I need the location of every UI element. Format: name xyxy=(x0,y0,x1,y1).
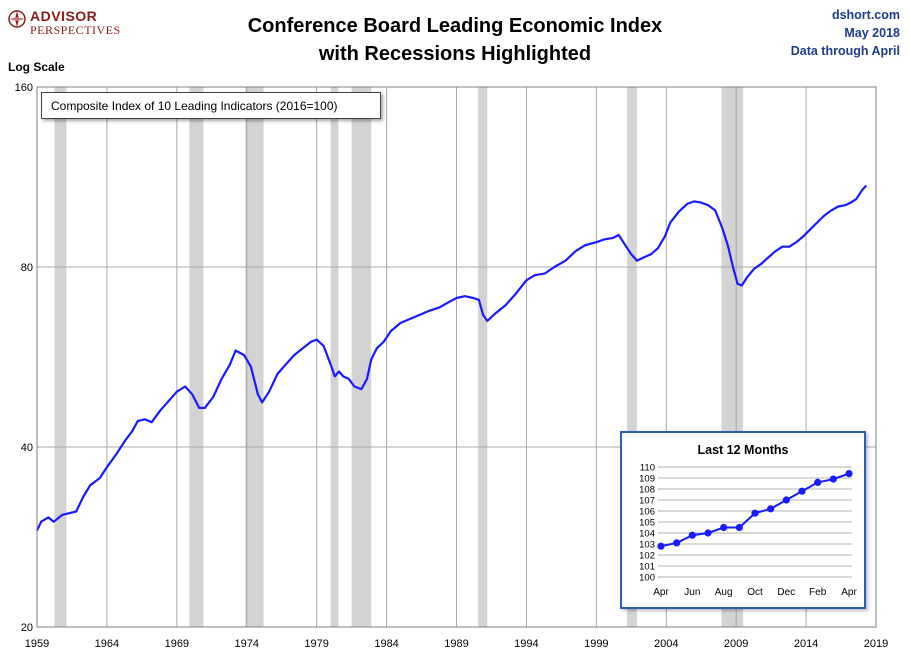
x-tick-label: 1979 xyxy=(304,638,328,650)
inset-data-point xyxy=(673,539,681,547)
inset-y-tick-label: 105 xyxy=(639,518,655,529)
inset-y-tick-label: 101 xyxy=(639,562,655,573)
x-tick-label: 1989 xyxy=(444,638,468,650)
source-info: dshort.com May 2018 Data through April xyxy=(791,6,900,60)
inset-data-point xyxy=(720,523,728,532)
x-tick-label: 1969 xyxy=(165,638,189,650)
chart-title: Conference Board Leading Economic Index … xyxy=(180,12,730,68)
recession-band xyxy=(54,87,67,627)
inset-y-tick-label: 108 xyxy=(639,485,655,496)
x-tick-label: 2019 xyxy=(864,638,888,650)
recession-band xyxy=(478,87,488,627)
inset-y-tick-label: 107 xyxy=(639,496,655,507)
inset-data-point xyxy=(767,505,775,513)
inset-y-tick-label: 103 xyxy=(639,540,655,551)
x-tick-label: 1999 xyxy=(584,638,608,650)
advisor-perspectives-logo: ADVISOR PERSPECTIVES xyxy=(8,8,138,38)
inset-y-tick-label: 102 xyxy=(639,551,655,562)
inset-data-point xyxy=(782,496,790,504)
source-site: dshort.com xyxy=(831,8,900,22)
legend-label: Composite Index of 10 Leading Indicators… xyxy=(51,98,338,113)
compass-icon xyxy=(8,10,26,28)
y-tick-label: 40 xyxy=(21,442,33,454)
inset-data-point xyxy=(688,531,696,539)
recession-band xyxy=(330,87,339,627)
inset-x-tick-label: Feb xyxy=(809,587,827,598)
recession-band xyxy=(627,87,637,627)
plot-border xyxy=(36,86,877,628)
x-tick-label: 2004 xyxy=(654,638,678,650)
x-tick-label: 1994 xyxy=(514,638,538,650)
logo-text-primary: ADVISOR xyxy=(30,8,98,24)
x-tick-label: 1974 xyxy=(235,638,259,650)
y-axis-scale-label: Log Scale xyxy=(8,60,65,74)
lei-series-line xyxy=(36,184,868,531)
inset-y-tick-label: 104 xyxy=(639,529,655,540)
recession-band xyxy=(351,87,372,627)
inset-chart-panel: 100 101 102 103 104 105 106 107 108 109 110 Apr Jun A… xyxy=(620,431,866,609)
inset-y-tick-label: 106 xyxy=(639,507,655,518)
x-tick-label: 2014 xyxy=(794,638,818,650)
inset-chart-title: Last 12 Months xyxy=(697,443,789,457)
inset-x-tick-label: Aug xyxy=(715,587,733,598)
inset-x-tick-label: Jun xyxy=(684,587,700,598)
inset-x-tick-label: Dec xyxy=(777,587,795,598)
inset-data-point xyxy=(657,542,665,550)
inset-x-tick-label: Apr xyxy=(841,587,857,598)
source-date: May 2018 xyxy=(844,26,900,40)
legend: Composite Index of 10 Leading Indicators… xyxy=(41,92,381,119)
recession-band xyxy=(189,87,204,627)
x-tick-label: 1959 xyxy=(25,638,49,650)
source-data-through: Data through April xyxy=(790,44,900,58)
inset-y-tick-label: 100 xyxy=(639,573,655,584)
inset-data-point xyxy=(845,470,853,478)
y-tick-label: 160 xyxy=(15,82,33,94)
chart-title-line-1: Conference Board Leading Economic Index xyxy=(247,15,663,37)
inset-data-point xyxy=(814,478,822,486)
inset-y-tick-label: 109 xyxy=(639,474,655,485)
inset-y-tick-label: 110 xyxy=(640,463,655,474)
x-tick-label: 1964 xyxy=(95,638,119,650)
inset-data-point xyxy=(704,529,712,537)
recession-band xyxy=(245,87,264,627)
inset-x-tick-label: Apr xyxy=(653,587,669,598)
inset-data-point xyxy=(751,509,759,517)
inset-data-point xyxy=(735,523,743,532)
y-tick-label: 80 xyxy=(21,262,33,274)
inset-x-tick-label: Oct xyxy=(747,587,763,598)
y-tick-label: 20 xyxy=(21,622,33,634)
inset-data-point xyxy=(829,475,837,483)
x-tick-label: 1984 xyxy=(374,638,398,650)
x-tick-label: 2009 xyxy=(724,638,748,650)
inset-data-point xyxy=(798,487,806,495)
chart-title-line-2: with Recessions Highlighted xyxy=(318,43,592,65)
logo-text-secondary: PERSPECTIVES xyxy=(30,23,121,37)
